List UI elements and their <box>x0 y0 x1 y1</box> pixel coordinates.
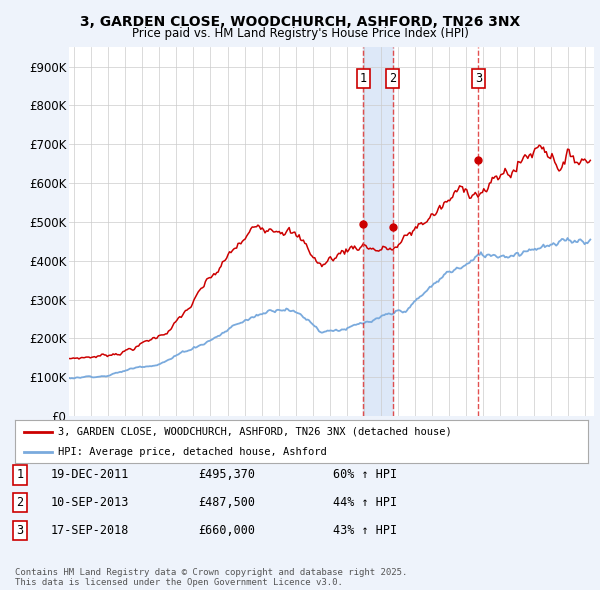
Text: 43% ↑ HPI: 43% ↑ HPI <box>333 524 397 537</box>
Bar <box>364 47 393 416</box>
Text: 1: 1 <box>16 468 23 481</box>
Text: 3: 3 <box>16 524 23 537</box>
Text: 3, GARDEN CLOSE, WOODCHURCH, ASHFORD, TN26 3NX (detached house): 3, GARDEN CLOSE, WOODCHURCH, ASHFORD, TN… <box>58 427 452 437</box>
Text: 17-SEP-2018: 17-SEP-2018 <box>51 524 130 537</box>
Text: 2: 2 <box>16 496 23 509</box>
Text: 3, GARDEN CLOSE, WOODCHURCH, ASHFORD, TN26 3NX: 3, GARDEN CLOSE, WOODCHURCH, ASHFORD, TN… <box>80 15 520 29</box>
Text: Contains HM Land Registry data © Crown copyright and database right 2025.
This d: Contains HM Land Registry data © Crown c… <box>15 568 407 587</box>
Text: Price paid vs. HM Land Registry's House Price Index (HPI): Price paid vs. HM Land Registry's House … <box>131 27 469 40</box>
Text: 60% ↑ HPI: 60% ↑ HPI <box>333 468 397 481</box>
Text: £495,370: £495,370 <box>198 468 255 481</box>
Text: 1: 1 <box>360 72 367 85</box>
Text: 2: 2 <box>389 72 397 85</box>
Text: 19-DEC-2011: 19-DEC-2011 <box>51 468 130 481</box>
Text: 10-SEP-2013: 10-SEP-2013 <box>51 496 130 509</box>
Text: 3: 3 <box>475 72 482 85</box>
Text: HPI: Average price, detached house, Ashford: HPI: Average price, detached house, Ashf… <box>58 447 327 457</box>
Text: £660,000: £660,000 <box>198 524 255 537</box>
Text: 44% ↑ HPI: 44% ↑ HPI <box>333 496 397 509</box>
Text: £487,500: £487,500 <box>198 496 255 509</box>
